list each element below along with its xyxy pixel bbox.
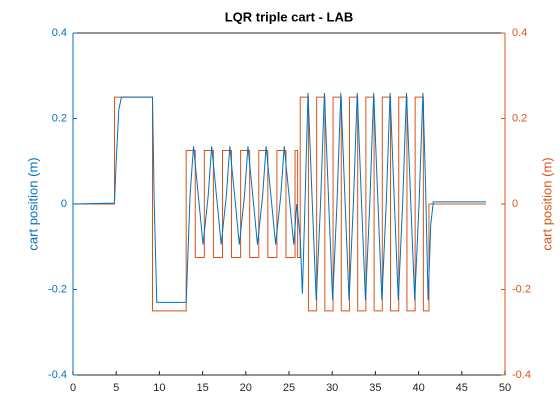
data-line	[72, 92, 486, 303]
y-tick-label: 0.4	[52, 27, 67, 39]
x-tick-label: 45	[456, 382, 468, 394]
x-tick-label: 40	[412, 382, 424, 394]
y2-axis-label: cart position (m)	[539, 157, 554, 250]
chart-title: LQR triple cart - LAB	[225, 9, 354, 24]
x-tick-label: 20	[240, 382, 252, 394]
x-tick-label: 25	[283, 382, 295, 394]
x-tick-label: 15	[196, 382, 208, 394]
y-tick-label: 0.2	[52, 112, 67, 124]
y-tick-label: -0.4	[48, 369, 67, 381]
x-tick-label: 5	[113, 382, 119, 394]
y2-tick-label: -0.2	[512, 283, 531, 295]
x-tick-label: 35	[369, 382, 381, 394]
y2-tick-label: 0.2	[512, 112, 527, 124]
y-tick-label: -0.2	[48, 283, 67, 295]
y-axis-label: cart position (m)	[25, 157, 40, 250]
x-tick-label: 10	[153, 382, 165, 394]
y-tick-label: 0	[61, 198, 67, 210]
x-tick-label: 0	[70, 382, 76, 394]
y2-tick-label: 0.4	[512, 27, 527, 39]
y2-tick-label: -0.4	[512, 369, 531, 381]
x-tick-label: 30	[326, 382, 338, 394]
x-tick-label: 50	[499, 382, 511, 394]
y2-tick-label: 0	[512, 198, 518, 210]
